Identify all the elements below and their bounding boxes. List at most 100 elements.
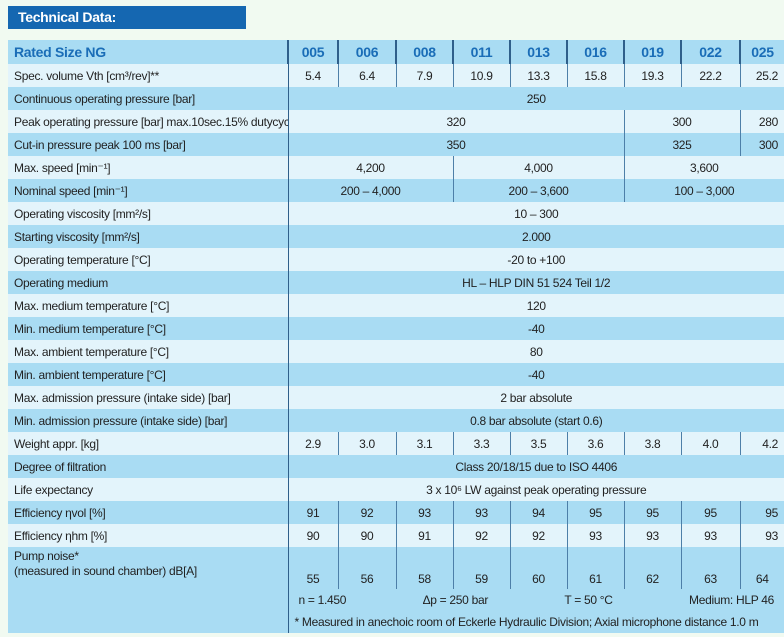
pump-noise-label: Pump noise* [14, 549, 79, 563]
condition-item: Δp = 250 bar [422, 592, 489, 607]
row-value: 94 [509, 501, 567, 524]
row-value: 300 [739, 133, 784, 156]
row-value: 3.5 [509, 432, 567, 455]
row-value: Class 20/18/15 due to ISO 4406 [288, 455, 784, 478]
conditions-list: n = 1.450 Δp = 250 bar T = 50 °C Medium: HL… [295, 593, 779, 607]
row-value: 92 [337, 501, 396, 524]
row-label: Efficiency ηvol [%] [8, 501, 289, 524]
size-header: 006 [337, 40, 396, 64]
row-value: 63 [680, 547, 740, 589]
row-value: 80 [288, 340, 784, 363]
row-value: HL – HLP DIN 51 524 Teil 1/2 [288, 271, 784, 294]
row-value: 19.3 [623, 64, 681, 87]
table-row: Life expectancy 3 x 10⁶ LW against peak o… [8, 478, 784, 501]
row-value: -40 [288, 363, 784, 386]
size-header: 022 [680, 40, 740, 64]
table-row: Spec. volume Vth [cm³/rev]** 5.4 6.4 7.9 10.… [8, 64, 784, 87]
size-header: 005 [287, 40, 338, 64]
row-label: Max. speed [min⁻¹] [8, 156, 289, 179]
row-value: 93 [452, 501, 510, 524]
row-value: 280 [739, 110, 784, 133]
row-value: 100 – 3,000 [623, 179, 784, 202]
size-header: 011 [452, 40, 510, 64]
row-label: Min. medium temperature [°C] [8, 317, 289, 340]
row-label: Min. admission pressure (intake side) [b… [8, 409, 289, 432]
row-value: 3,600 [623, 156, 784, 179]
row-value: 25.2 [739, 64, 784, 87]
size-header: 008 [395, 40, 453, 64]
row-label: Cut-in pressure peak 100 ms [bar] [8, 133, 289, 156]
header-label: Rated Size NG [8, 40, 289, 64]
row-value: 3.3 [452, 432, 510, 455]
row-value: 3.1 [395, 432, 453, 455]
row-label: Operating temperature [°C] [8, 248, 289, 271]
table-row: Max. ambient temperature [°C] 80 [8, 340, 784, 363]
condition-item: T = 50 °C [564, 592, 613, 607]
row-value: 95 [623, 501, 681, 524]
row-value: 93 [739, 524, 784, 547]
row-value: 120 [288, 294, 784, 317]
technical-data-table: Rated Size NG 005 006 008 011 013 016 019 022 025… [8, 40, 784, 633]
size-header: 025 [739, 40, 784, 64]
row-value: 10 – 300 [288, 202, 784, 225]
conditions-row: n = 1.450 Δp = 250 bar T = 50 °C Medium: HL… [8, 589, 784, 610]
row-label: Efficiency ηhm [%] [8, 524, 289, 547]
row-label-empty [8, 589, 289, 610]
row-value: 320 [288, 110, 624, 133]
row-label: Min. ambient temperature [°C] [8, 363, 289, 386]
row-value: 6.4 [337, 64, 396, 87]
table-row: Continuous operating pressure [bar] 250 [8, 87, 784, 110]
row-value: 0.8 bar absolute (start 0.6) [288, 409, 784, 432]
table-row: Efficiency ηvol [%] 91 92 93 93 94 95 95 95 95 [8, 501, 784, 524]
table-row: Operating viscosity [mm²/s] 10 – 300 [8, 202, 784, 225]
row-value: 4,000 [452, 156, 624, 179]
row-value: 95 [566, 501, 624, 524]
row-value: 15.8 [566, 64, 624, 87]
size-header: 016 [566, 40, 624, 64]
row-value: 92 [452, 524, 510, 547]
row-value: 95 [739, 501, 784, 524]
table-row: Starting viscosity [mm²/s] 2.000 [8, 225, 784, 248]
row-value: 58 [395, 547, 453, 589]
condition-item: Medium: HLP 46 [689, 592, 774, 607]
row-value: 93 [680, 524, 740, 547]
row-label: Peak operating pressure [bar] max.10sec.… [8, 110, 289, 133]
row-label: Continuous operating pressure [bar] [8, 87, 289, 110]
footnote-row: * Measured in anechoic room of Eckerle H… [8, 610, 784, 633]
row-value: -40 [288, 317, 784, 340]
row-value: 90 [288, 524, 338, 547]
row-value: 22.2 [680, 64, 740, 87]
row-value: 13.3 [509, 64, 567, 87]
row-value: 4,200 [288, 156, 453, 179]
row-value: 93 [623, 524, 681, 547]
table-row: Min. medium temperature [°C] -40 [8, 317, 784, 340]
row-value: 95 [680, 501, 740, 524]
row-value: 92 [509, 524, 567, 547]
table-row: Weight appr. [kg] 2.9 3.0 3.1 3.3 3.5 3.6 3.8 4.… [8, 432, 784, 455]
table-row: Peak operating pressure [bar] max.10sec.… [8, 110, 784, 133]
row-value: 90 [337, 524, 396, 547]
row-value: 300 [623, 110, 740, 133]
row-value: 91 [395, 524, 453, 547]
header-row: Rated Size NG 005 006 008 011 013 016 019 022 025 [8, 40, 784, 64]
row-value: 59 [452, 547, 510, 589]
table-row-pump-noise: Pump noise* (measured in sound chamber) d… [8, 547, 784, 589]
row-value: 4.0 [680, 432, 740, 455]
row-label: Max. ambient temperature [°C] [8, 340, 289, 363]
table-row: Nominal speed [min⁻¹] 200 – 4,000 200 – 3,… [8, 179, 784, 202]
footnote: * Measured in anechoic room of Eckerle H… [288, 610, 784, 633]
row-value: 60 [509, 547, 567, 589]
test-conditions: n = 1.450 Δp = 250 bar T = 50 °C Medium: HL… [288, 589, 784, 610]
row-value: 2 bar absolute [288, 386, 784, 409]
table-row: Operating medium HL – HLP DIN 51 524 Teil… [8, 271, 784, 294]
row-value: 2.9 [288, 432, 338, 455]
row-value: 250 [288, 87, 784, 110]
row-value: 3 x 10⁶ LW against peak operating pressu… [288, 478, 784, 501]
row-value: 91 [288, 501, 338, 524]
table-row: Max. medium temperature [°C] 120 [8, 294, 784, 317]
table-row: Max. admission pressure (intake side) [b… [8, 386, 784, 409]
row-label-empty [8, 610, 289, 633]
row-label: Weight appr. [kg] [8, 432, 289, 455]
row-value: 5.4 [288, 64, 338, 87]
row-label: Operating viscosity [mm²/s] [8, 202, 289, 225]
